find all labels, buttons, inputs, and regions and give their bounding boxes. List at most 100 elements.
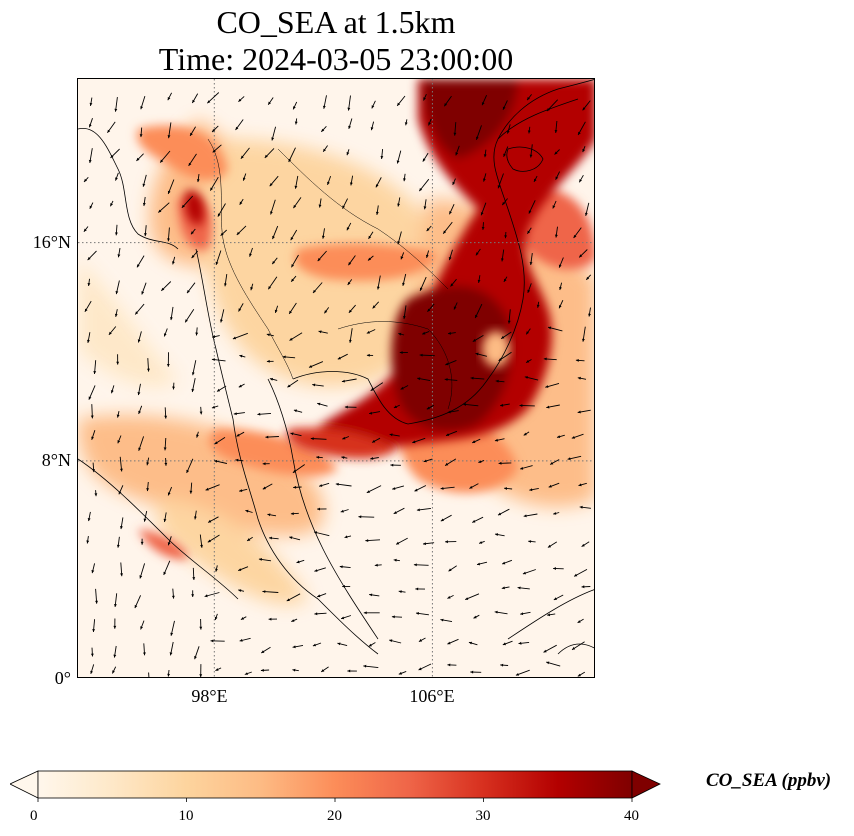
wind-arrow-head: [190, 132, 193, 136]
wind-arrow-head: [170, 317, 173, 321]
wind-arrow-head: [87, 339, 90, 343]
wind-arrow-head: [527, 130, 531, 134]
wind-arrow-head: [526, 359, 530, 363]
wind-arrow-head: [414, 488, 418, 492]
wind-arrow-head: [92, 629, 96, 632]
wind-arrow-head: [528, 540, 532, 543]
wind-arrow-head: [543, 649, 547, 653]
wind-arrow-head: [196, 179, 200, 183]
wind-arrow-head: [236, 231, 240, 235]
wind-arrow-head: [186, 469, 190, 473]
wind-arrow-head: [470, 670, 474, 674]
lon-tick-label: 98°E: [191, 686, 228, 706]
wind-arrow-head: [348, 309, 352, 313]
wind-arrow-head: [559, 305, 562, 309]
wind-arrow-head: [272, 261, 276, 265]
coastline-vietnam: [407, 79, 594, 425]
wind-arrow-head: [220, 319, 223, 323]
wind-arrow-head: [167, 492, 171, 496]
wind-arrow-head: [217, 388, 221, 392]
wind-arrow-head: [554, 151, 558, 155]
wind-arrow-head: [117, 254, 121, 258]
wind-arrow-head: [368, 257, 372, 261]
wind-arrow-head: [215, 668, 219, 671]
wind-arrow-head: [366, 353, 370, 357]
wind-arrow-head: [313, 289, 316, 293]
wind-arrow-head: [239, 354, 243, 358]
colorbar-extend-max: [631, 770, 661, 799]
wind-arrow-head: [204, 594, 208, 598]
wind-arrow-head: [553, 567, 556, 570]
wind-arrow-head: [292, 668, 296, 672]
wind-arrow-head: [370, 457, 374, 460]
wind-arrow-head: [181, 204, 185, 208]
wind-arrow-head: [199, 674, 203, 677]
wind-arrow-head: [90, 670, 93, 674]
wind-arrow-head: [370, 127, 374, 131]
wind-arrow-head: [567, 457, 571, 461]
wind-arrow-head: [210, 187, 213, 191]
wind-arrow-head: [194, 516, 197, 520]
wind-arrow-head: [577, 673, 581, 677]
wind-arrow-head: [579, 505, 583, 509]
wind-arrow-head: [468, 641, 473, 645]
wind-arrow-head: [115, 232, 118, 236]
wind-arrow-head: [548, 484, 552, 488]
wind-arrow-head: [543, 357, 547, 361]
wind-arrow-head: [268, 617, 272, 621]
wind-arrow-head: [420, 287, 423, 291]
wind-arrow-head: [472, 338, 476, 342]
wind-arrow-head: [191, 388, 195, 392]
wind-arrow-head: [289, 536, 293, 540]
wind-arrow-head: [90, 415, 94, 419]
wind-arrow-head: [191, 594, 195, 597]
wind-arrow-head: [469, 485, 473, 489]
wind-arrow-head: [245, 509, 249, 513]
wind-arrow-head: [144, 233, 147, 237]
wind-arrow-head: [515, 673, 519, 676]
plot-title-line-1: CO_SEA at 1.5km: [216, 4, 456, 40]
wind-arrow-head: [472, 519, 476, 523]
wind-arrow-head: [140, 541, 144, 545]
wind-arrow-head: [142, 183, 146, 187]
plume-mid-gulf: [209, 429, 338, 477]
wind-arrow-head: [212, 335, 216, 338]
wind-arrow-head: [110, 154, 114, 158]
wind-arrow-head: [211, 358, 215, 361]
wind-arrow-head: [84, 178, 87, 182]
wind-arrow-head: [403, 178, 406, 182]
wind-arrow-head: [574, 573, 578, 577]
wind-arrow-head: [440, 618, 444, 622]
wind-arrow-head: [160, 159, 164, 163]
wind-arrow-head: [494, 610, 498, 614]
wind-arrow-head: [498, 461, 502, 465]
wind-arrow-head: [171, 595, 175, 599]
wind-arrow-head: [500, 663, 504, 667]
wind-arrow-head: [450, 283, 454, 287]
wind-arrow-head: [502, 106, 506, 110]
wind-arrow-head: [349, 182, 353, 186]
wind-arrow-head: [92, 469, 95, 473]
coastline-andaman: [195, 248, 234, 420]
wind-arrow-head: [239, 489, 243, 492]
wind-arrow-head: [403, 316, 406, 319]
wind-arrow-head: [372, 305, 376, 309]
wind-arrow-head: [268, 101, 271, 105]
wind-arrow-head: [368, 235, 372, 239]
wind-arrow-head: [341, 616, 345, 620]
wind-arrow-head: [288, 158, 292, 162]
colorbar-tick-label: 40: [624, 808, 639, 824]
wind-arrow-head: [494, 438, 498, 442]
wind-arrow-head: [422, 158, 426, 162]
wind-arrow-head: [342, 436, 346, 440]
wind-arrow-head: [483, 154, 487, 158]
map-panel: [77, 78, 595, 678]
wind-arrow-head: [238, 308, 242, 312]
wind-arrow-head: [134, 604, 138, 609]
plume-mid-central: [294, 243, 438, 281]
wind-arrow-head: [118, 491, 122, 495]
wind-arrow-head: [523, 432, 527, 436]
wind-arrow-head: [200, 544, 203, 548]
wind-arrow-head: [448, 568, 452, 572]
wind-arrow-head: [552, 205, 556, 209]
